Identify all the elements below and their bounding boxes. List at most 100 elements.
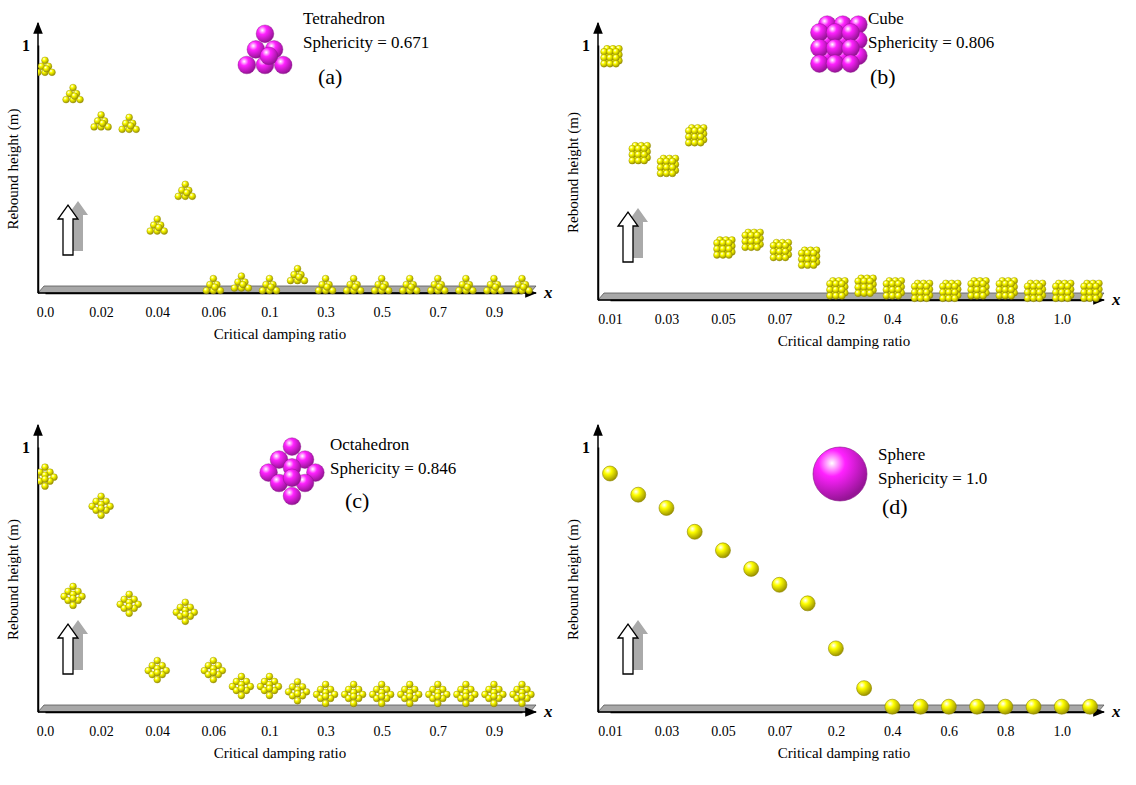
ball xyxy=(613,48,620,55)
ball xyxy=(1087,283,1094,290)
ball xyxy=(210,657,217,664)
ball xyxy=(889,286,896,293)
x-tick-label: 1.0 xyxy=(1054,312,1072,327)
ball xyxy=(913,699,928,714)
ground xyxy=(38,705,536,712)
ball xyxy=(685,133,692,140)
axis-arrow-line xyxy=(597,425,599,712)
ball xyxy=(939,295,946,302)
tick: 0.04 xyxy=(145,724,170,739)
ball xyxy=(941,699,956,714)
x-tick-label: 0.02 xyxy=(89,724,114,739)
ball xyxy=(804,256,811,263)
ball xyxy=(810,262,817,269)
ball xyxy=(911,295,918,302)
ball xyxy=(464,284,471,291)
ball xyxy=(434,700,441,707)
ball xyxy=(691,127,698,134)
ball xyxy=(923,295,930,302)
ball xyxy=(147,228,154,235)
particle xyxy=(687,524,702,539)
ball xyxy=(770,248,777,255)
ball xyxy=(607,54,614,61)
ball xyxy=(641,151,648,158)
ball xyxy=(287,277,294,284)
ball xyxy=(406,275,413,282)
tick: 0.2 xyxy=(828,724,846,739)
ball xyxy=(669,164,676,171)
ball xyxy=(434,275,441,282)
tick: 0.01 xyxy=(598,724,623,739)
ball xyxy=(492,284,499,291)
ball xyxy=(283,438,301,456)
ball xyxy=(945,289,952,296)
ball xyxy=(772,577,787,592)
tick: 1 xyxy=(22,37,30,54)
ball xyxy=(1081,295,1088,302)
ball xyxy=(842,24,860,42)
ball xyxy=(70,583,77,590)
ball xyxy=(832,280,839,287)
ball xyxy=(1093,295,1100,302)
ball xyxy=(1087,289,1094,296)
particle xyxy=(998,699,1013,714)
particle xyxy=(173,599,198,625)
tick: 0.3 xyxy=(317,305,335,320)
particle xyxy=(119,114,140,133)
particle xyxy=(913,699,928,714)
particle xyxy=(341,681,366,707)
x-tick-label: 0.1 xyxy=(261,724,279,739)
arrow xyxy=(618,624,638,674)
particle xyxy=(800,596,815,611)
ball xyxy=(42,57,49,64)
ball xyxy=(42,483,49,490)
ball xyxy=(770,242,777,249)
particle xyxy=(855,275,877,297)
ball xyxy=(742,238,749,245)
y-axis-title: Rebound height (m) xyxy=(565,112,582,233)
ball xyxy=(813,447,867,501)
ball xyxy=(259,287,266,294)
ball xyxy=(726,240,733,247)
tick: 0.2 xyxy=(828,312,846,327)
ball xyxy=(631,487,646,502)
ball xyxy=(210,676,217,683)
ball xyxy=(99,120,106,127)
subtitle: Sphericity = 0.806 xyxy=(868,33,994,52)
ball xyxy=(1093,289,1100,296)
x-tick-label: 0.2 xyxy=(828,724,846,739)
ball xyxy=(238,692,245,699)
ball xyxy=(462,700,469,707)
panel-letter: (a) xyxy=(318,64,342,89)
ball xyxy=(754,244,761,251)
y-tick-label: 1 xyxy=(22,439,30,456)
ball xyxy=(748,238,755,245)
title: Sphere xyxy=(878,445,925,464)
x-tick-label: 0.02 xyxy=(89,305,114,320)
particle xyxy=(175,181,196,200)
arrow xyxy=(58,624,78,674)
x-tick-label: 0.3 xyxy=(317,724,335,739)
tick: 0.7 xyxy=(430,305,448,320)
ball xyxy=(974,286,981,293)
panel: 0.00.020.040.060.10.30.50.70.91Octahedro… xyxy=(5,425,553,761)
particle xyxy=(603,466,618,481)
x-tick-label: 0.5 xyxy=(373,724,391,739)
ball xyxy=(38,69,41,76)
ball xyxy=(996,286,1003,293)
ball xyxy=(210,669,217,676)
subtitle: Sphericity = 0.671 xyxy=(303,33,429,52)
ball xyxy=(154,676,161,683)
ball xyxy=(343,287,350,294)
ball xyxy=(256,25,274,43)
ball xyxy=(1087,295,1094,302)
ball xyxy=(182,181,189,188)
arrow xyxy=(58,205,78,255)
particle xyxy=(38,57,55,76)
tick: 0.06 xyxy=(202,305,227,320)
ball xyxy=(427,287,434,294)
ball xyxy=(294,690,301,697)
particle xyxy=(117,591,142,617)
ball xyxy=(491,693,498,700)
ball xyxy=(238,273,245,280)
